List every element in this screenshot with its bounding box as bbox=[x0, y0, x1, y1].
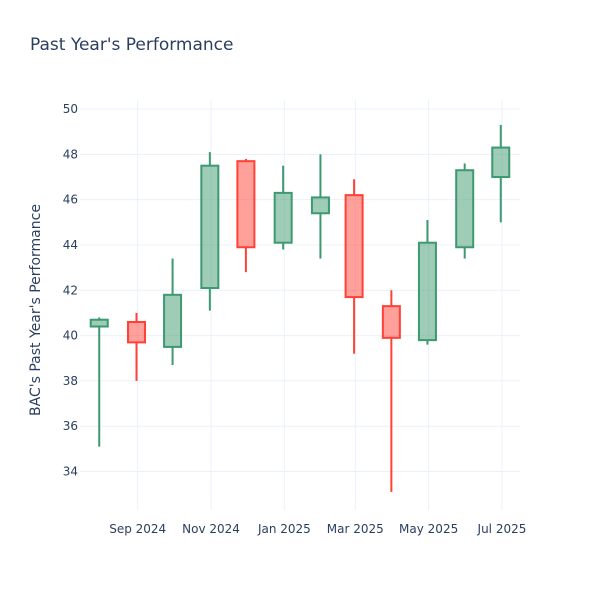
x-tick-label: May 2025 bbox=[399, 522, 458, 536]
y-tick-label: 44 bbox=[63, 238, 78, 252]
x-tick-labels: Sep 2024 Nov 2024 Jan 2025 Mar 2025 May 2025… bbox=[109, 522, 526, 536]
candle-body bbox=[127, 320, 147, 344]
candle-body bbox=[163, 293, 183, 348]
y-tick-label: 50 bbox=[63, 102, 78, 116]
y-tick-label: 36 bbox=[63, 419, 78, 433]
y-tick-label: 34 bbox=[63, 464, 78, 478]
candle-decreasing bbox=[344, 179, 364, 354]
candle-increasing bbox=[455, 163, 475, 259]
candle-body bbox=[455, 169, 475, 249]
y-tick-label: 46 bbox=[63, 193, 78, 207]
candle-decreasing bbox=[127, 312, 147, 381]
candle-body bbox=[273, 191, 293, 244]
candle-increasing bbox=[163, 258, 183, 366]
x-tick-label: Nov 2024 bbox=[182, 522, 240, 536]
y-tick-label: 40 bbox=[63, 329, 78, 343]
candle-body bbox=[344, 194, 364, 299]
candle-increasing bbox=[310, 154, 330, 259]
candle-increasing bbox=[273, 165, 293, 250]
candle-increasing bbox=[491, 124, 511, 223]
candle-body bbox=[200, 164, 220, 290]
y-tick-label: 38 bbox=[63, 374, 78, 388]
candle-body bbox=[491, 146, 511, 179]
candle-layer bbox=[89, 124, 511, 492]
x-tick-label: Sep 2024 bbox=[109, 522, 166, 536]
candle-decreasing bbox=[236, 158, 256, 273]
candle-body bbox=[310, 196, 330, 215]
candle-decreasing bbox=[381, 290, 401, 492]
y-tick-labels: 34 36 38 40 42 44 46 48 50 bbox=[63, 102, 78, 478]
x-tick-label: Mar 2025 bbox=[327, 522, 384, 536]
y-axis-title: BAC's Past Year's Performance bbox=[28, 204, 44, 416]
candle-body bbox=[89, 318, 109, 328]
candle-increasing bbox=[200, 152, 220, 311]
y-tick-label: 48 bbox=[63, 147, 78, 161]
y-tick-label: 42 bbox=[63, 283, 78, 297]
candle-body bbox=[417, 241, 437, 342]
x-tick-label: Jul 2025 bbox=[477, 522, 527, 536]
x-tick-label: Jan 2025 bbox=[257, 522, 311, 536]
candle-body bbox=[236, 160, 256, 249]
chart-title: Past Year's Performance bbox=[30, 35, 234, 55]
candle-body bbox=[381, 305, 401, 339]
candle-increasing bbox=[89, 317, 109, 447]
candle-increasing bbox=[417, 220, 437, 345]
